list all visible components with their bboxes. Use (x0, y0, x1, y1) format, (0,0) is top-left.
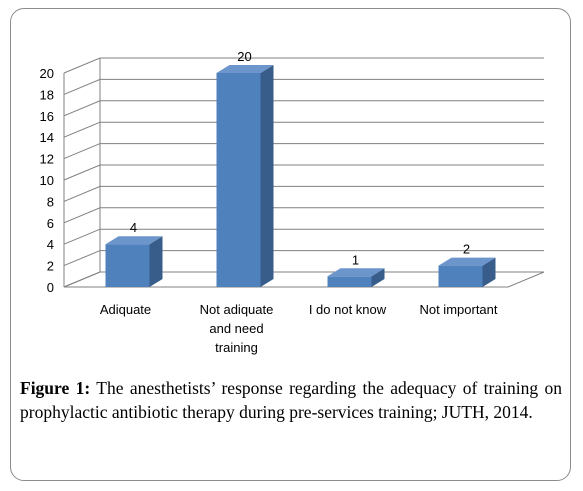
y-tick-label-12: 12 (40, 152, 54, 167)
data-label: 1 (352, 252, 359, 267)
data-label: 2 (463, 242, 470, 257)
bar-front (438, 265, 483, 287)
bar-side (371, 268, 385, 287)
x-category-label-3: I do not know (309, 302, 387, 317)
bar-top (327, 268, 385, 277)
bar-1: 4 (105, 220, 163, 287)
chart-gridlines (63, 57, 545, 288)
bar-side (260, 65, 274, 287)
bar-3: 1 (327, 252, 385, 287)
gridline-8 (63, 185, 544, 202)
bar-top (105, 236, 163, 245)
y-tick-label-20: 20 (40, 66, 54, 81)
bar-front (216, 73, 261, 287)
y-tick-label-10: 10 (40, 173, 54, 188)
x-category-label-2: Not adiquate and need training (200, 302, 274, 355)
x-axis-category-labels: Adiquate Not adiquate and need training I do… (100, 302, 498, 355)
bar-front (105, 244, 150, 287)
bar-2: 20 (216, 49, 274, 287)
figure-caption: Figure 1: The anesthetists’ response reg… (20, 376, 562, 424)
caption-text: The anesthetists’ response regarding the… (20, 378, 562, 422)
x-category-label-1: Adiquate (100, 302, 151, 317)
gridline-14 (63, 121, 544, 138)
y-tick-label-0: 0 (47, 280, 54, 295)
gridline-12 (63, 143, 544, 160)
caption-label: Figure 1: (20, 378, 91, 398)
bar-4: 2 (438, 242, 496, 287)
chart-bars: 4 20 1 2 (105, 49, 496, 287)
y-tick-label-16: 16 (40, 109, 54, 124)
gridline-10 (63, 164, 544, 181)
y-tick-label-4: 4 (47, 237, 54, 252)
bar-front (327, 276, 372, 287)
data-label: 4 (130, 220, 137, 235)
gridline-18 (63, 78, 544, 95)
gridline-20 (63, 57, 544, 74)
x-category-label-4: Not important (419, 302, 497, 317)
y-tick-label-14: 14 (40, 130, 54, 145)
bar-side (482, 257, 496, 287)
bar-top (216, 65, 274, 73)
bar-top (438, 257, 496, 266)
y-tick-label-8: 8 (47, 194, 54, 209)
y-tick-label-18: 18 (40, 87, 54, 102)
y-tick-label-2: 2 (47, 259, 54, 274)
y-tick-label-6: 6 (47, 216, 54, 231)
data-label: 20 (237, 49, 251, 64)
gridline-16 (63, 100, 544, 117)
figure-frame (10, 8, 571, 481)
bar-side (149, 236, 163, 287)
y-axis-tick-labels: 0 2 4 6 8 10 12 14 16 18 20 (40, 66, 54, 295)
